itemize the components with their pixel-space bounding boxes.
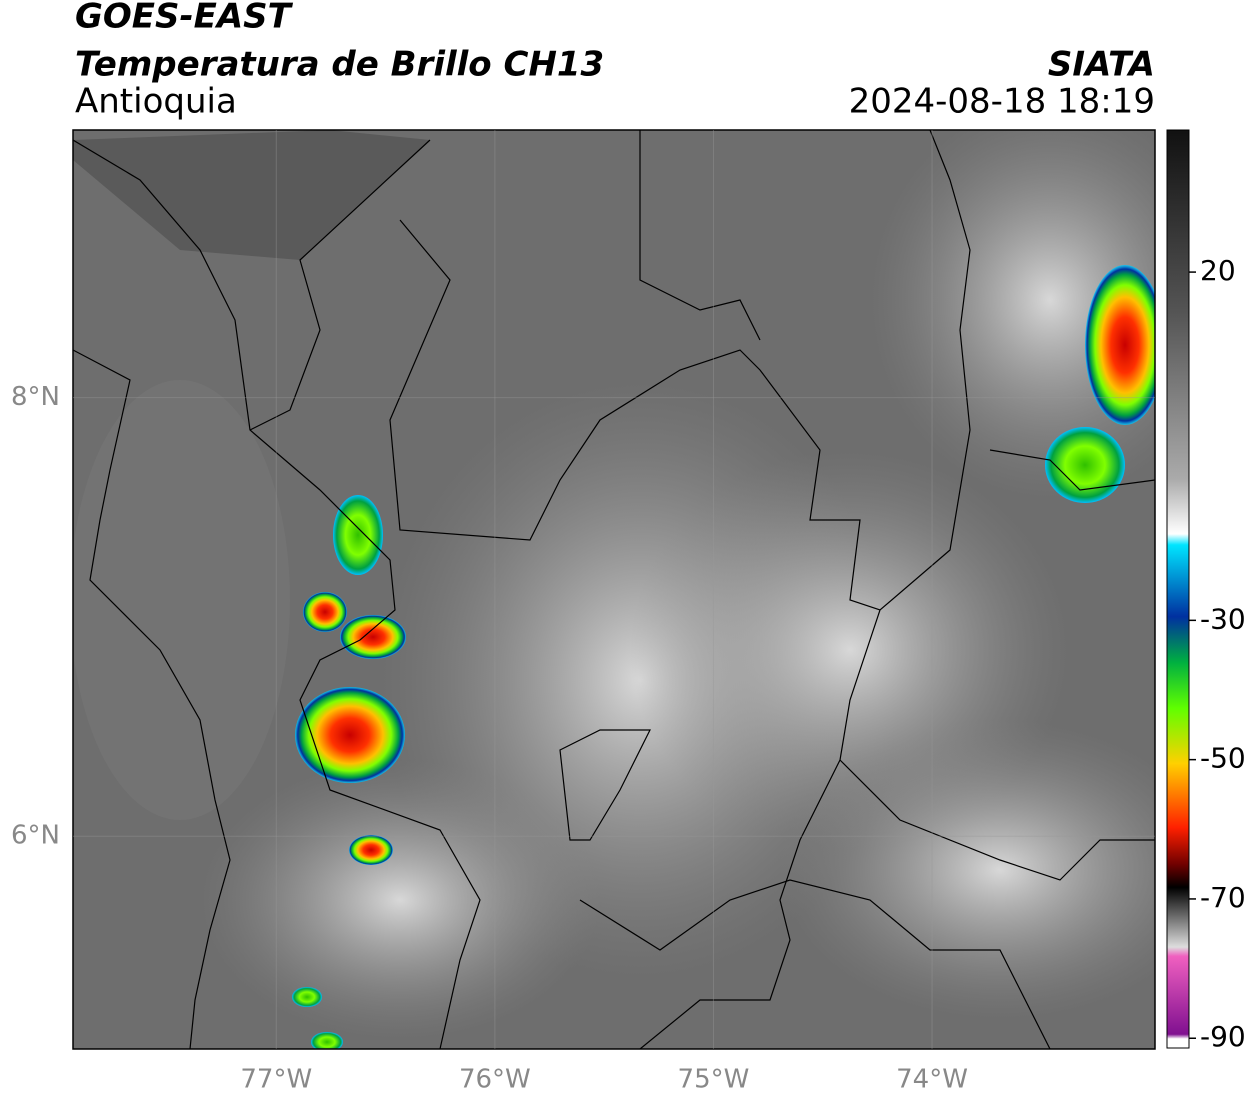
region: Antioquia — [75, 82, 237, 122]
x-tick-label: 76°W — [459, 1065, 531, 1095]
colorbar — [1166, 129, 1190, 1049]
x-tick-label: 74°W — [896, 1065, 968, 1095]
colorbar-tick-label: -70 — [1200, 881, 1246, 914]
y-tick-label: 8°N — [11, 382, 60, 412]
x-tick-label: 75°W — [678, 1065, 750, 1095]
subtitle: Temperatura de Brillo CH13 — [75, 45, 604, 85]
y-tick-label: 6°N — [11, 821, 60, 851]
colorbar-tick-label: -50 — [1200, 742, 1246, 775]
map-imagery — [73, 130, 1155, 1049]
source: SIATA — [1048, 45, 1155, 85]
colorbar-tick-label: 20 — [1200, 254, 1236, 287]
borders — [73, 130, 1155, 1049]
colorbar-tick-label: -30 — [1200, 602, 1246, 635]
axes: 77°W 76°W 75°W 74°W 8°N 6°N — [11, 130, 1155, 1095]
colorbar-tick-label: -90 — [1200, 1020, 1246, 1053]
title: GOES-EAST — [75, 0, 294, 37]
colorbar-ticks: 20 -30 -50 -70 -90 — [1189, 254, 1246, 1053]
x-tick-label: 77°W — [240, 1065, 312, 1095]
timestamp: 2024-08-18 18:19 — [849, 82, 1155, 122]
map-frame — [72, 129, 1156, 1050]
